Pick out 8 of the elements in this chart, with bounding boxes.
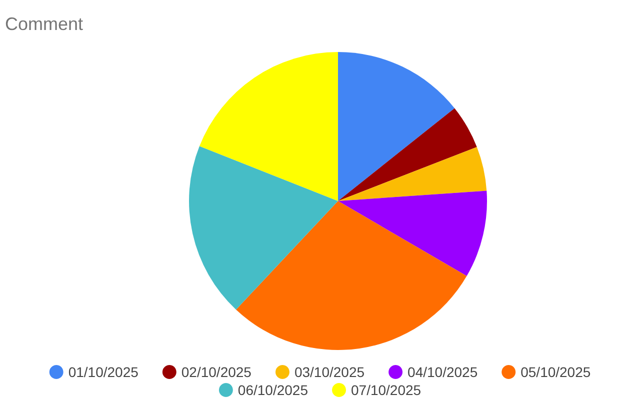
legend-label: 07/10/2025 <box>351 382 422 398</box>
legend-label: 05/10/2025 <box>520 364 591 380</box>
chart-title: Comment <box>5 14 84 34</box>
legend-label: 04/10/2025 <box>408 364 478 380</box>
legend-label: 06/10/2025 <box>238 382 308 398</box>
legend-label: 02/10/2025 <box>181 364 252 380</box>
legend-label: 01/10/2025 <box>68 364 139 380</box>
legend-label: 03/10/2025 <box>294 364 365 380</box>
